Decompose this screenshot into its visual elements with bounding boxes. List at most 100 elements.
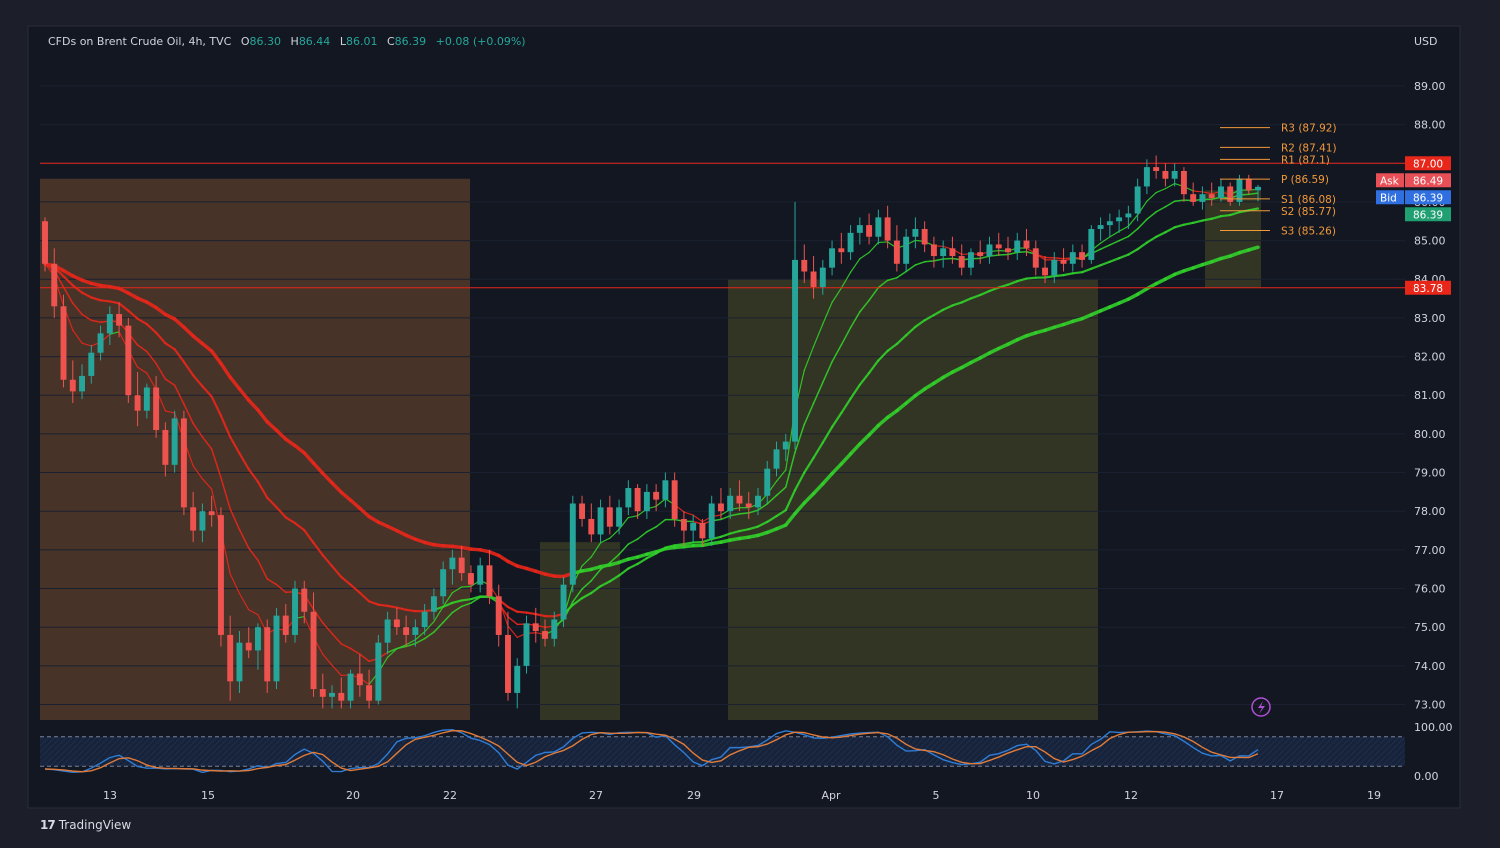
pivot-label: S3 (85.26) bbox=[1281, 226, 1336, 238]
candle-body bbox=[135, 395, 141, 410]
candle-body bbox=[1070, 252, 1076, 264]
price-tick-label: 82.00 bbox=[1414, 351, 1446, 364]
candle-body bbox=[829, 248, 835, 267]
ema-fast-segment bbox=[878, 242, 887, 243]
price-tick-label: 85.00 bbox=[1414, 235, 1446, 248]
candle-body bbox=[496, 596, 502, 635]
candle-body bbox=[1042, 268, 1048, 276]
candle-body bbox=[598, 507, 604, 534]
stoch-tick-label: 100.00 bbox=[1414, 721, 1453, 734]
price-tag-value: 86.49 bbox=[1413, 175, 1443, 187]
candle-body bbox=[505, 635, 511, 693]
candle-body bbox=[533, 623, 539, 631]
ema-slow-segment bbox=[406, 610, 415, 611]
low-value: 86.01 bbox=[346, 35, 378, 48]
candle-body bbox=[1079, 252, 1085, 260]
candle-body bbox=[301, 589, 307, 612]
ema-mid-segment bbox=[739, 513, 748, 514]
currency-label: USD bbox=[1414, 35, 1438, 48]
open-value: 86.30 bbox=[250, 35, 282, 48]
candle-body bbox=[236, 643, 242, 682]
time-tick-label: 5 bbox=[933, 789, 940, 802]
pivot-label: R1 (87.1) bbox=[1281, 154, 1330, 166]
candle-body bbox=[653, 492, 659, 500]
symbol-title: CFDs on Brent Crude Oil, 4h, TVC bbox=[48, 35, 232, 48]
candle-body bbox=[764, 469, 770, 496]
candle-body bbox=[1005, 248, 1011, 252]
candle-body bbox=[329, 693, 335, 697]
price-tick-label: 73.00 bbox=[1414, 699, 1446, 712]
price-tick-label: 74.00 bbox=[1414, 660, 1446, 673]
pivot-label: P (86.59) bbox=[1281, 174, 1329, 186]
change-value: +0.08 (+0.09%) bbox=[436, 35, 526, 48]
candle-body bbox=[699, 523, 705, 538]
candle-body bbox=[690, 523, 696, 531]
candle-body bbox=[811, 272, 817, 287]
candle-body bbox=[61, 306, 67, 379]
ema-mid-segment bbox=[1054, 258, 1063, 259]
candle-body bbox=[42, 221, 48, 264]
high-value: 86.44 bbox=[299, 35, 331, 48]
candle-body bbox=[486, 565, 492, 596]
candle-body bbox=[357, 674, 363, 686]
candle-body bbox=[579, 503, 585, 518]
candle-body bbox=[218, 515, 224, 635]
candle-body bbox=[931, 244, 937, 256]
candle-body bbox=[1172, 171, 1178, 179]
price-tick-label: 77.00 bbox=[1414, 544, 1446, 557]
candle-body bbox=[1227, 186, 1233, 201]
candle-body bbox=[79, 376, 85, 391]
candle-body bbox=[255, 627, 261, 650]
candle-body bbox=[1209, 194, 1215, 198]
tradingview-logo-icon: 17 bbox=[40, 818, 55, 832]
candle-body bbox=[542, 631, 548, 639]
candle-body bbox=[1098, 225, 1104, 229]
time-tick-label: 27 bbox=[589, 789, 603, 802]
candle-body bbox=[1107, 221, 1113, 225]
candle-body bbox=[783, 442, 789, 450]
candle-body bbox=[968, 252, 974, 267]
candle-body bbox=[912, 229, 918, 237]
price-tick-label: 81.00 bbox=[1414, 389, 1446, 402]
candle-body bbox=[311, 612, 317, 689]
candle-body bbox=[1135, 186, 1141, 213]
candle-body bbox=[561, 585, 567, 620]
candle-body bbox=[792, 260, 798, 442]
candle-body bbox=[246, 643, 252, 651]
candle-body bbox=[1190, 194, 1196, 202]
ema-slow-segment bbox=[101, 300, 110, 301]
ema-slow-segment bbox=[1045, 276, 1054, 277]
price-tag-value: 83.78 bbox=[1413, 283, 1443, 295]
ema-slow-segment bbox=[526, 613, 535, 614]
price-tick-label: 78.00 bbox=[1414, 505, 1446, 518]
candle-body bbox=[98, 333, 104, 352]
tradingview-brand[interactable]: 17 TradingView bbox=[40, 818, 131, 832]
candle-body bbox=[1014, 241, 1020, 253]
brand-label: TradingView bbox=[59, 818, 132, 832]
candle-body bbox=[755, 496, 761, 508]
ema-slow-segment bbox=[1027, 278, 1036, 279]
ema-slow-segment bbox=[378, 605, 387, 606]
candle-body bbox=[709, 503, 715, 538]
candle-body bbox=[1218, 186, 1224, 198]
price-tick-label: 79.00 bbox=[1414, 467, 1446, 480]
candle-body bbox=[959, 256, 965, 268]
candle-body bbox=[1255, 187, 1261, 190]
price-tag-value: 86.39 bbox=[1413, 209, 1443, 221]
candle-body bbox=[1144, 167, 1150, 186]
candle-body bbox=[274, 616, 280, 682]
candle-body bbox=[199, 511, 205, 530]
candle-body bbox=[848, 233, 854, 252]
candle-body bbox=[838, 248, 844, 252]
candle-body bbox=[885, 217, 891, 240]
price-tick-label: 89.00 bbox=[1414, 80, 1446, 93]
candle-body bbox=[1181, 171, 1187, 194]
candle-body bbox=[1125, 214, 1131, 218]
candle-body bbox=[116, 314, 122, 326]
candle-body bbox=[449, 558, 455, 570]
candle-body bbox=[607, 507, 613, 526]
candle-body bbox=[940, 248, 946, 256]
time-tick-label: 15 bbox=[201, 789, 215, 802]
price-tag-value: 86.39 bbox=[1413, 192, 1443, 204]
